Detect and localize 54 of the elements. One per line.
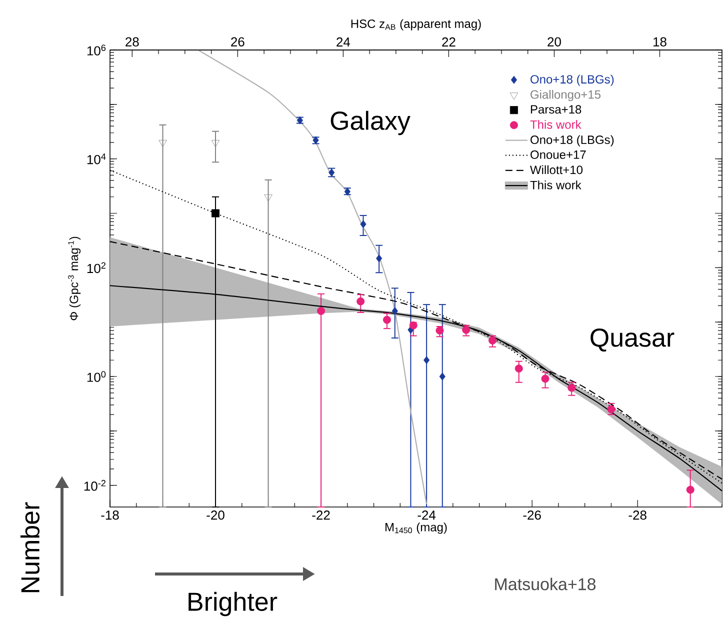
text: Matsuoka+18 (495, 578, 596, 590)
point (392, 306, 398, 315)
x-tick-label: -28 (628, 510, 646, 520)
x2-axis-title: HSC z$_{AB}$ (apparent mag) (351, 19, 481, 30)
legend-label: Giallongo+15 (530, 90, 601, 102)
x-tick-label: -26 (523, 510, 541, 520)
x2-tick-label: 28 (126, 37, 139, 46)
annotation: Quasar (590, 328, 674, 352)
point (439, 372, 446, 381)
point (436, 326, 444, 335)
x-tick-label: -20 (206, 510, 224, 520)
text: Number (20, 502, 40, 592)
x2-tick-label: 20 (548, 37, 561, 46)
point (488, 336, 496, 344)
point (382, 316, 391, 324)
point (424, 356, 430, 364)
y-tick-label: 10$^{4}$ (87, 153, 106, 164)
point (541, 374, 550, 383)
point (686, 486, 694, 494)
y-tick-label: 10$^{6}$ (87, 44, 106, 56)
point (462, 326, 470, 334)
point (409, 321, 418, 330)
x2-tick-label: 22 (442, 37, 456, 46)
point (607, 405, 616, 414)
legend-label: Ono+18 (LBGs) (530, 135, 614, 146)
point (376, 254, 382, 262)
x2-tick-label: 26 (231, 37, 244, 46)
point (211, 140, 220, 148)
point (212, 209, 220, 218)
x-tick-label: -24 (418, 510, 436, 520)
x-tick-label: -22 (312, 510, 330, 520)
x-axis-title: M$_{1450}$ (mag) (386, 522, 447, 534)
legend-label: Willott+10 (530, 165, 583, 174)
legend-label: Onoue+17 (530, 150, 586, 159)
point (264, 194, 272, 202)
y-tick-label: 10$^{0}$ (87, 371, 106, 382)
x-tick-label: -18 (101, 510, 119, 520)
legend-label: Ono+18 (LBGs) (530, 74, 614, 86)
y-axis-title: Φ (Gpc$^{-3}$ mag$^{-1}$) (68, 236, 81, 320)
annotation: Galaxy (330, 110, 410, 136)
point (514, 364, 523, 373)
point (356, 297, 365, 306)
point (360, 220, 366, 228)
legend-label: Parsa+18 (530, 105, 582, 114)
legend-label: This work (530, 180, 582, 190)
point (317, 306, 326, 315)
point (568, 384, 576, 392)
text: Brighter (188, 592, 278, 616)
point (158, 140, 167, 148)
x2-tick-label: 18 (654, 37, 666, 46)
y-tick-label: 10$^{-2}$ (84, 480, 106, 491)
x2-tick-label: 24 (336, 37, 350, 46)
y-tick-label: 10$^{2}$ (87, 262, 106, 274)
legend-label: This work (530, 120, 582, 129)
